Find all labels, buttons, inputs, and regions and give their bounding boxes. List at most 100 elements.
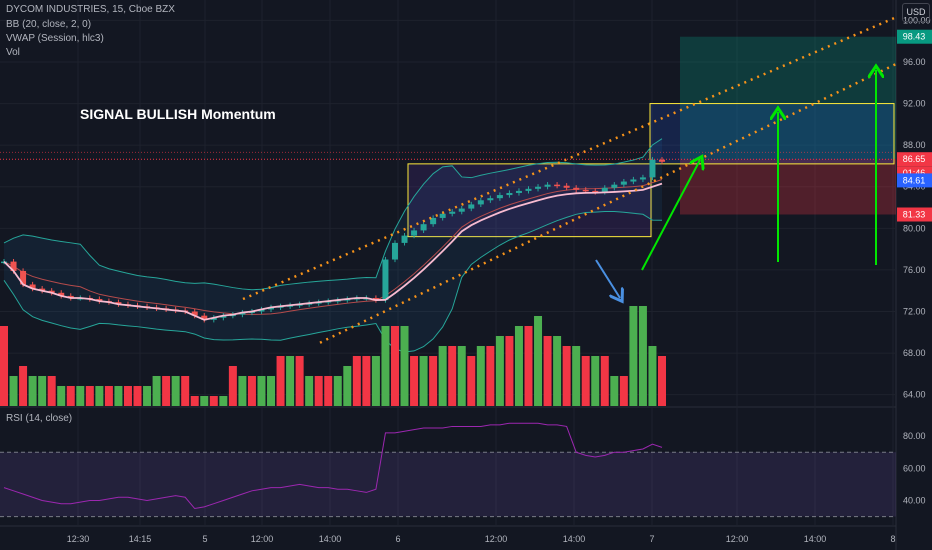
volume-bar bbox=[114, 386, 123, 406]
volume-bar bbox=[247, 376, 256, 406]
rsi-legend: RSI (14, close) bbox=[6, 413, 73, 424]
volume-bar bbox=[629, 306, 638, 406]
volume-bar bbox=[619, 376, 628, 406]
price-label: 86.65 bbox=[903, 154, 926, 164]
currency-button[interactable]: USD bbox=[902, 3, 930, 22]
time-tick-label: 12:00 bbox=[485, 534, 508, 544]
volume-bar bbox=[581, 356, 590, 406]
candle-body bbox=[58, 292, 65, 296]
time-tick-label: 12:00 bbox=[251, 534, 274, 544]
candle-body bbox=[391, 242, 398, 260]
volume-bar bbox=[276, 356, 285, 406]
candle-body bbox=[439, 213, 446, 218]
target-zone bbox=[680, 36, 896, 160]
volume-bar bbox=[162, 376, 171, 406]
time-tick-label: 14:00 bbox=[563, 534, 586, 544]
volume-bar bbox=[181, 376, 190, 406]
volume-bar bbox=[658, 356, 666, 406]
candle-body bbox=[649, 159, 656, 178]
candle-body bbox=[420, 224, 427, 231]
candle-body bbox=[10, 261, 17, 271]
candle-body bbox=[630, 179, 637, 182]
candle-body bbox=[67, 295, 74, 298]
volume-bar bbox=[495, 336, 504, 406]
time-tick-label: 6 bbox=[395, 534, 400, 544]
volume-bar bbox=[305, 376, 314, 406]
volume-bar bbox=[85, 386, 94, 406]
time-tick-label: 12:30 bbox=[67, 534, 90, 544]
vol-legend: Vol bbox=[6, 47, 20, 58]
volume-bar bbox=[524, 326, 533, 406]
volume-bar bbox=[38, 376, 47, 406]
candle-body bbox=[458, 208, 465, 212]
time-tick-label: 8 bbox=[890, 534, 895, 544]
volume-bar bbox=[505, 336, 514, 406]
price-tick-label: 64.00 bbox=[903, 390, 926, 400]
candle-body bbox=[563, 185, 570, 188]
volume-bar bbox=[324, 376, 333, 406]
price-tick-label: 92.00 bbox=[903, 99, 926, 109]
candle-body bbox=[601, 187, 608, 192]
channel-lower bbox=[319, 62, 897, 344]
vwap-legend: VWAP (Session, hlc3) bbox=[6, 33, 104, 44]
candle-body bbox=[39, 288, 46, 291]
volume-bar bbox=[553, 336, 562, 406]
volume-bar bbox=[362, 356, 371, 406]
price-label: 98.43 bbox=[903, 32, 926, 42]
candle-body bbox=[525, 188, 532, 191]
price-tick-label: 100.00 bbox=[903, 15, 931, 25]
volume-bar bbox=[486, 346, 495, 406]
blue-arrow bbox=[595, 259, 620, 298]
volume-bar bbox=[562, 346, 571, 406]
volume-bar bbox=[352, 356, 361, 406]
volume-bar bbox=[381, 326, 390, 406]
candle-body bbox=[506, 192, 513, 196]
volume-bar bbox=[228, 366, 237, 406]
volume-bar bbox=[314, 376, 323, 406]
volume-bar bbox=[467, 356, 476, 406]
candle-body bbox=[96, 299, 103, 302]
price-tick-label: 96.00 bbox=[903, 57, 926, 67]
volume-bar bbox=[209, 396, 218, 406]
candle-body bbox=[620, 181, 627, 185]
candle-body bbox=[201, 315, 208, 320]
candle-body bbox=[496, 195, 503, 199]
volume-bar bbox=[438, 346, 447, 406]
time-tick-label: 14:15 bbox=[129, 534, 152, 544]
candle-body bbox=[573, 187, 580, 190]
volume-bar bbox=[610, 376, 619, 406]
volume-bar bbox=[638, 306, 647, 406]
price-tick-label: 72.00 bbox=[903, 307, 926, 317]
price-label-bg bbox=[897, 29, 932, 44]
volume-bar bbox=[448, 346, 457, 406]
time-tick-label: 12:00 bbox=[726, 534, 749, 544]
rsi-line bbox=[3, 422, 663, 510]
candle-body bbox=[468, 204, 475, 209]
rsi-tick-label: 80.00 bbox=[903, 431, 926, 441]
bollinger-fill bbox=[4, 138, 662, 352]
volume-bar bbox=[171, 376, 180, 406]
volume-bar bbox=[0, 326, 8, 406]
candle-body bbox=[48, 290, 55, 293]
candle-body bbox=[639, 177, 646, 180]
price-tick-label: 76.00 bbox=[903, 265, 926, 275]
time-tick-label: 14:00 bbox=[804, 534, 827, 544]
volume-bar bbox=[9, 376, 18, 406]
rsi-band bbox=[0, 452, 896, 517]
price-label-bg bbox=[897, 173, 932, 188]
bollinger-upper bbox=[3, 138, 663, 291]
price-label: 01:46 bbox=[903, 168, 926, 178]
volume-bar bbox=[410, 356, 419, 406]
volume-bar bbox=[219, 396, 228, 406]
volume-bar bbox=[286, 356, 295, 406]
volume-bar bbox=[200, 396, 209, 406]
symbol-legend: DYCOM INDUSTRIES, 15, Cboe BZX bbox=[6, 4, 175, 15]
time-tick-label: 14:00 bbox=[319, 534, 342, 544]
rsi-tick-label: 40.00 bbox=[903, 495, 926, 505]
volume-bar bbox=[534, 316, 543, 406]
candle-body bbox=[544, 184, 551, 187]
volume-bar bbox=[600, 356, 609, 406]
price-label: 84.61 bbox=[903, 175, 926, 185]
volume-bar bbox=[267, 376, 276, 406]
